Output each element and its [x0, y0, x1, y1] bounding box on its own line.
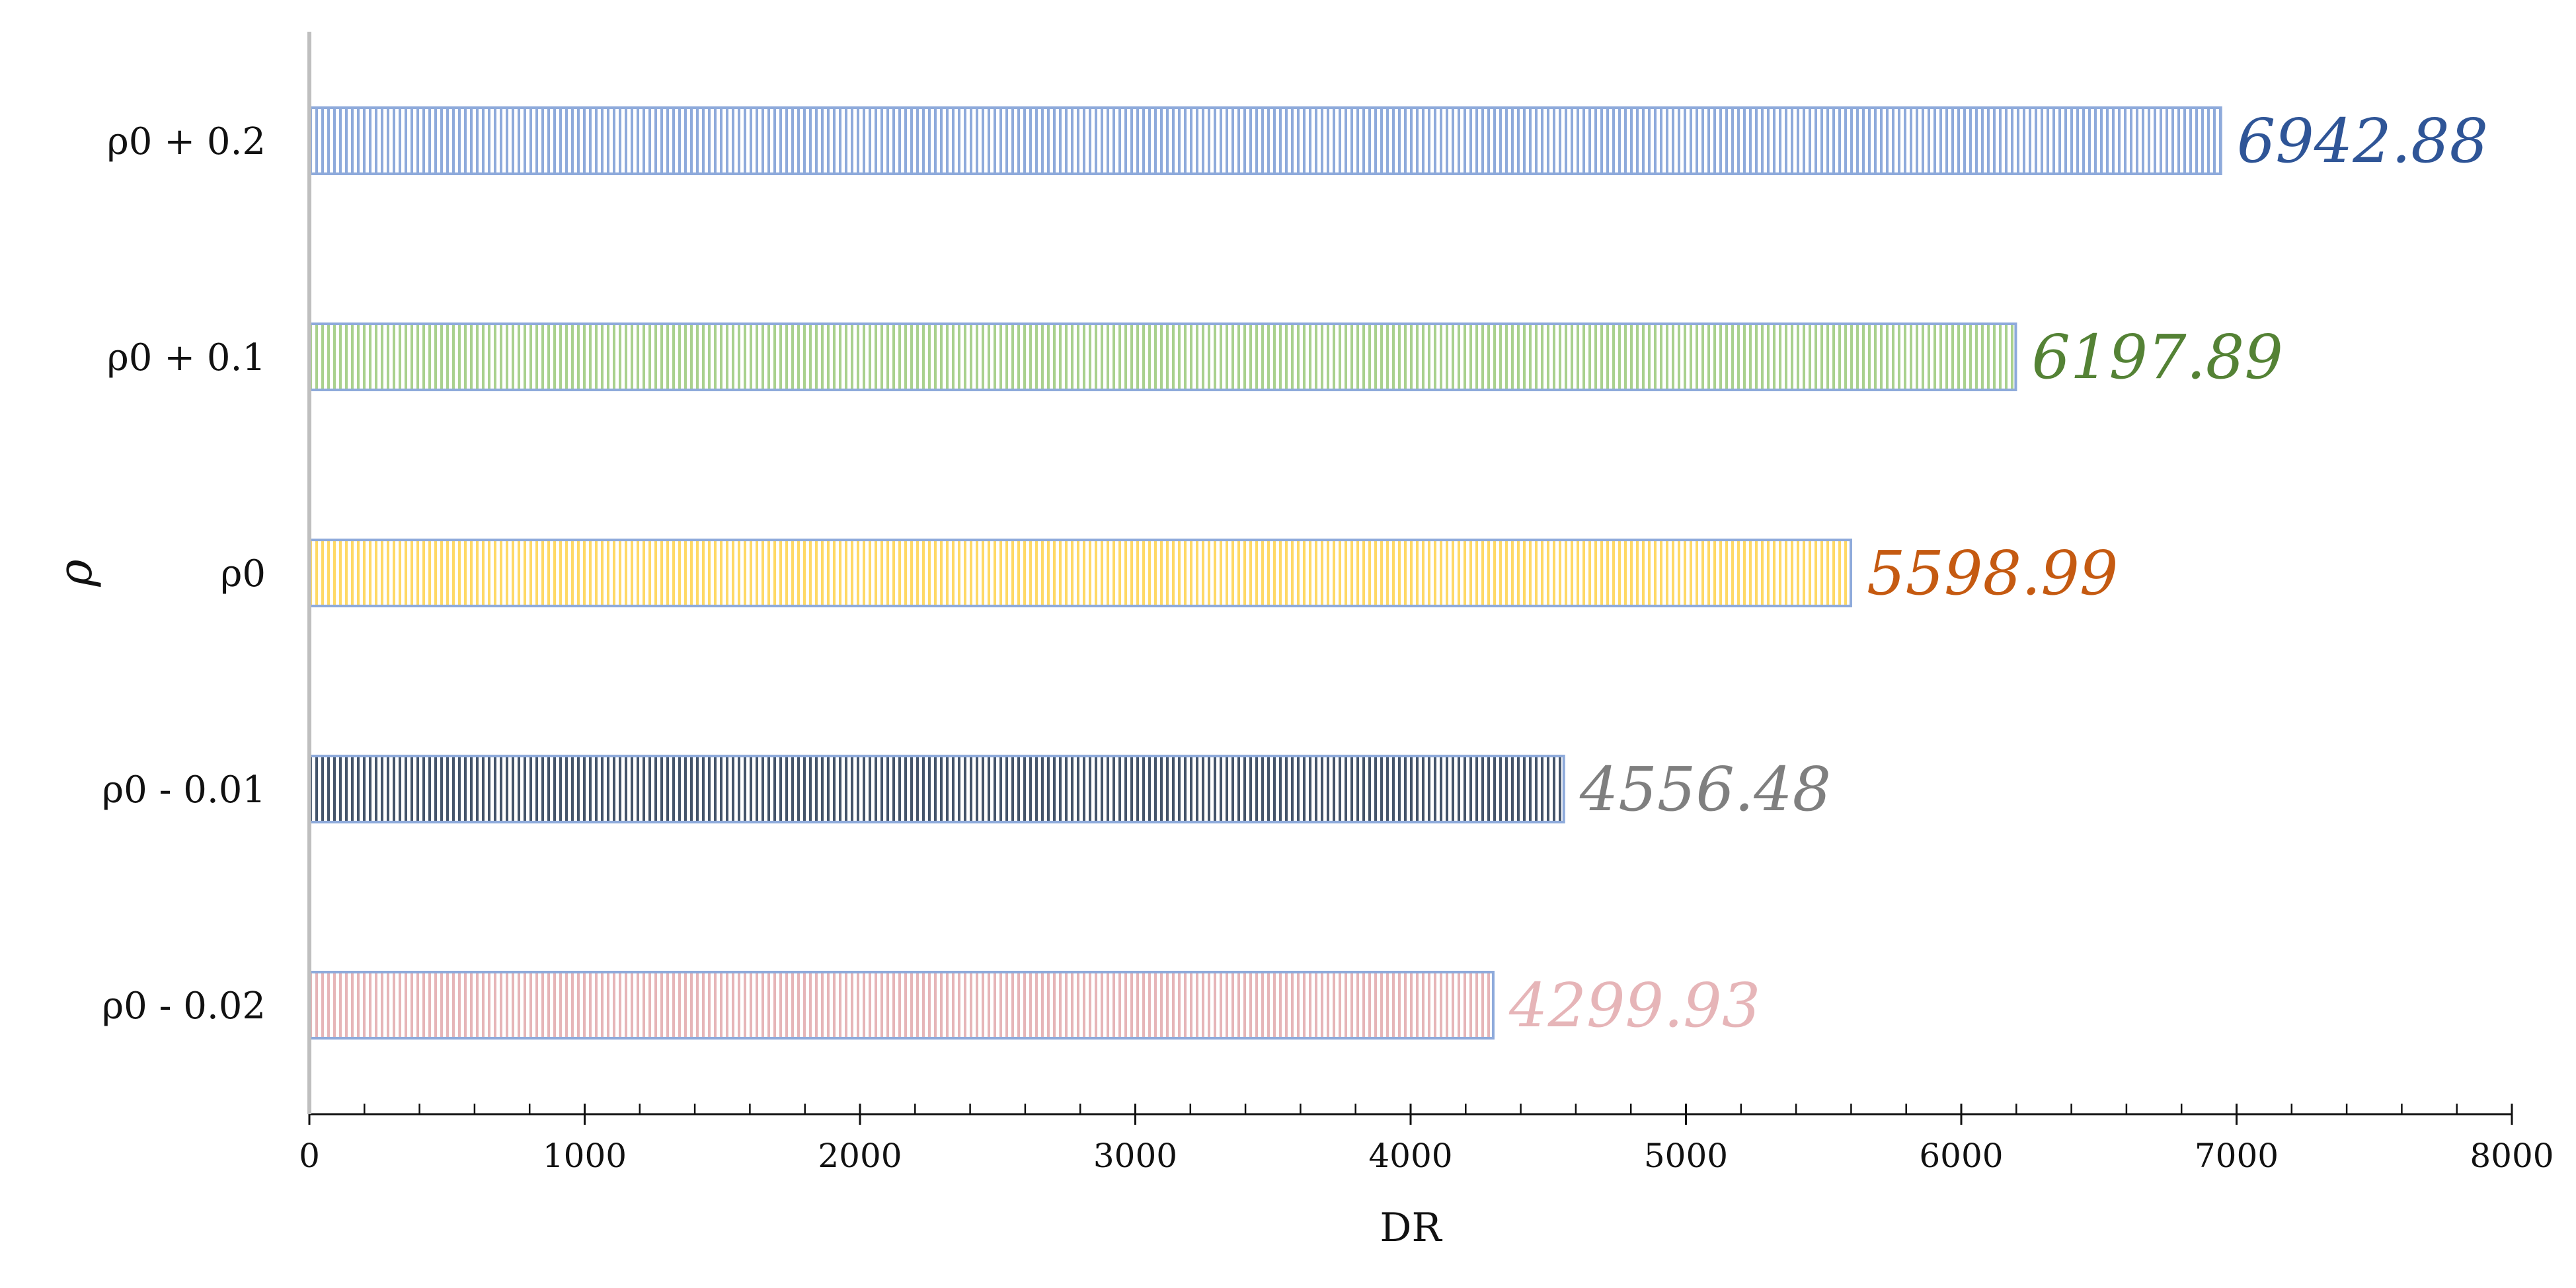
x-axis: 0 1000 2000 3000 4000 5000 6000 7000 8000 — [299, 1104, 2554, 1175]
category-label: ρ0 - 0.02 — [102, 985, 266, 1028]
x-tick-label: 7000 — [2195, 1137, 2279, 1175]
data-label: 6942.88 — [2237, 106, 2488, 176]
x-tick-label: 2000 — [818, 1137, 902, 1175]
bars: 6942.88 6197.89 5598.99 4556.48 4299.93 — [308, 106, 2488, 1041]
x-tick-label: 3000 — [1093, 1137, 1177, 1175]
x-tick-label: 6000 — [1919, 1137, 2003, 1175]
bar — [308, 755, 1565, 823]
data-label: 6197.89 — [2031, 322, 2283, 393]
bar — [308, 106, 2222, 175]
category-label: ρ0 — [220, 552, 266, 595]
bar — [308, 322, 2017, 391]
x-tick-label: 0 — [299, 1137, 320, 1175]
category-label: ρ0 - 0.01 — [102, 769, 266, 812]
x-tick-label: 1000 — [543, 1137, 627, 1175]
bar — [308, 971, 1495, 1040]
x-tick-label: 5000 — [1644, 1137, 1728, 1175]
category-label: ρ0 + 0.1 — [107, 336, 266, 379]
data-label: 4299.93 — [1508, 970, 1760, 1041]
data-label: 4556.48 — [1579, 754, 1831, 825]
bar — [308, 539, 1852, 607]
y-axis: ρ0 + 0.2 ρ0 + 0.1 ρ0 ρ0 - 0.01 ρ0 - 0.02 — [102, 32, 311, 1114]
data-label: 5598.99 — [1867, 538, 2118, 609]
x-tick-label: 4000 — [1368, 1137, 1452, 1175]
x-tick-label: 8000 — [2470, 1137, 2554, 1175]
y-axis-title: ρ — [48, 559, 102, 587]
category-label: ρ0 + 0.2 — [107, 120, 266, 163]
x-axis-title: DR — [1380, 1205, 1442, 1251]
